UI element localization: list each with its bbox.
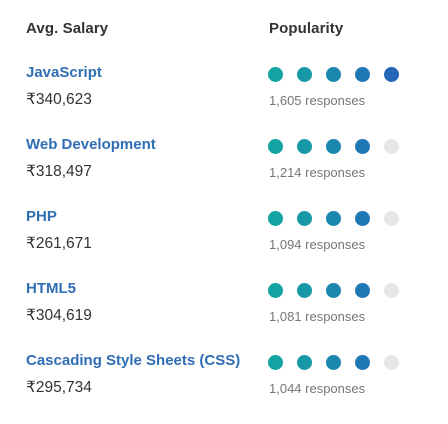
popularity-dot-filled — [268, 355, 283, 370]
response-count: 1,094 responses — [269, 237, 366, 252]
popularity-dot-filled — [297, 67, 312, 82]
popularity-dot-filled — [355, 211, 370, 226]
popularity-dot-filled — [326, 283, 341, 298]
popularity-dot-filled — [297, 355, 312, 370]
table-header: Avg. Salary Popularity — [26, 20, 448, 40]
popularity-rating — [268, 139, 413, 154]
popularity-dot-filled — [355, 67, 370, 82]
popularity-rating — [268, 211, 413, 226]
popularity-dot-filled — [355, 283, 370, 298]
avg-salary-value: ₹340,623 — [26, 91, 92, 108]
skill-row: Cascading Style Sheets (CSS) ₹295,734 1,… — [26, 352, 448, 424]
skill-link-html5[interactable]: HTML5 — [26, 280, 76, 297]
popularity-dot-filled — [326, 139, 341, 154]
popularity-dot-filled — [268, 283, 283, 298]
avg-salary-header: Avg. Salary — [26, 20, 109, 37]
skill-row: Web Development ₹318,497 1,214 responses — [26, 136, 448, 208]
popularity-dot-filled — [297, 283, 312, 298]
popularity-dot-filled — [268, 139, 283, 154]
popularity-dot-filled — [355, 355, 370, 370]
skill-row: PHP ₹261,671 1,094 responses — [26, 208, 448, 280]
popularity-dot-filled — [326, 67, 341, 82]
response-count: 1,044 responses — [269, 381, 366, 396]
popularity-header: Popularity — [269, 20, 344, 37]
response-count: 1,605 responses — [269, 93, 366, 108]
avg-salary-value: ₹261,671 — [26, 235, 92, 252]
popularity-dot-empty — [384, 139, 399, 154]
popularity-dot-empty — [384, 211, 399, 226]
skill-link-css[interactable]: Cascading Style Sheets (CSS) — [26, 352, 241, 369]
skill-link-javascript[interactable]: JavaScript — [26, 64, 102, 81]
popularity-dot-filled — [297, 139, 312, 154]
popularity-dot-empty — [384, 283, 399, 298]
popularity-dot-filled — [326, 355, 341, 370]
response-count: 1,081 responses — [269, 309, 366, 324]
skills-list: JavaScript ₹340,623 1,605 responses Web … — [26, 64, 448, 424]
skill-link-php[interactable]: PHP — [26, 208, 57, 225]
avg-salary-value: ₹304,619 — [26, 307, 92, 324]
skill-row: JavaScript ₹340,623 1,605 responses — [26, 64, 448, 136]
popularity-dot-filled — [355, 139, 370, 154]
popularity-dot-filled — [326, 211, 341, 226]
avg-salary-value: ₹295,734 — [26, 379, 92, 396]
skill-link-web-development[interactable]: Web Development — [26, 136, 156, 153]
popularity-rating — [268, 283, 413, 298]
popularity-dot-empty — [384, 355, 399, 370]
skill-row: HTML5 ₹304,619 1,081 responses — [26, 280, 448, 352]
response-count: 1,214 responses — [269, 165, 366, 180]
popularity-dot-filled — [297, 211, 312, 226]
popularity-dot-filled — [268, 211, 283, 226]
popularity-rating — [268, 355, 413, 370]
avg-salary-value: ₹318,497 — [26, 163, 92, 180]
popularity-dot-filled — [268, 67, 283, 82]
popularity-dot-filled — [384, 67, 399, 82]
popularity-rating — [268, 67, 413, 82]
